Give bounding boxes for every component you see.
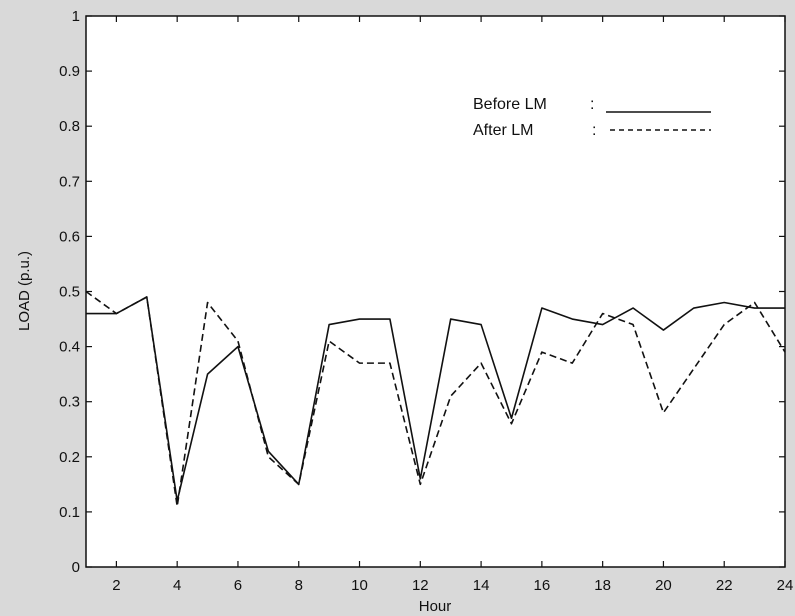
legend-colon-before-lm: : bbox=[590, 96, 594, 113]
plot-area bbox=[85, 15, 786, 568]
y-tick-label: 0.2 bbox=[59, 449, 80, 466]
series-lines bbox=[85, 290, 786, 508]
legend-colon-after-lm: : bbox=[592, 122, 596, 139]
x-tick-label: 24 bbox=[777, 577, 794, 594]
x-tick-label: 22 bbox=[716, 577, 733, 594]
x-tick-label: 4 bbox=[173, 577, 181, 594]
legend: Before LM : After LM : bbox=[473, 96, 711, 139]
y-tick-label: 0.8 bbox=[59, 118, 80, 135]
y-tick-label: 1 bbox=[72, 8, 80, 25]
x-tick-label: 6 bbox=[234, 577, 242, 594]
x-tick-label: 18 bbox=[594, 577, 611, 594]
y-axis-label: LOAD (p.u.) bbox=[16, 251, 33, 331]
x-tick-label: 20 bbox=[655, 577, 672, 594]
y-tick-label: 0.6 bbox=[59, 228, 80, 245]
x-tick-label: 12 bbox=[412, 577, 429, 594]
x-tick-label: 16 bbox=[534, 577, 551, 594]
y-tick-label: 0.1 bbox=[59, 504, 80, 521]
x-tick-label: 10 bbox=[351, 577, 368, 594]
series-line-after-lm bbox=[85, 290, 786, 508]
y-tick-label: 0.7 bbox=[59, 173, 80, 190]
y-tick-label: 0.4 bbox=[59, 339, 80, 356]
legend-label-after-lm: After LM bbox=[473, 122, 533, 139]
y-tick-label: 0.9 bbox=[59, 63, 80, 80]
x-axis-label: Hour bbox=[419, 598, 452, 615]
axis-ticks: 2 4 6 8 10 12 14 16 18 20 22 2400.10.20.30.40.50.60… bbox=[59, 8, 793, 594]
x-tick-label: 8 bbox=[295, 577, 303, 594]
x-tick-label: 2 bbox=[112, 577, 120, 594]
y-tick-label: 0.3 bbox=[59, 394, 80, 411]
series-line-before-lm bbox=[86, 296, 785, 502]
y-tick-label: 0 bbox=[72, 559, 80, 576]
y-tick-label: 0.5 bbox=[59, 284, 80, 301]
x-tick-label: 14 bbox=[473, 577, 490, 594]
legend-label-before-lm: Before LM bbox=[473, 96, 547, 113]
